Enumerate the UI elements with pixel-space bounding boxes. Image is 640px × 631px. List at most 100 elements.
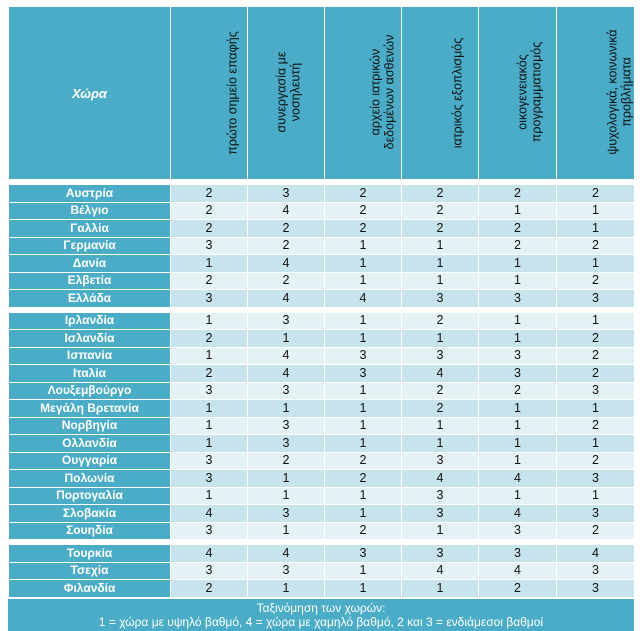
score-cell: 3 bbox=[324, 544, 402, 563]
score-cell: 1 bbox=[324, 329, 402, 348]
score-cell: 3 bbox=[478, 364, 557, 383]
score-cell: 1 bbox=[478, 451, 557, 470]
score-cell: 4 bbox=[247, 346, 325, 365]
criterion-label-line: δεδομένων ασθενών bbox=[382, 34, 397, 150]
country-cell: Ουγγαρία bbox=[8, 451, 171, 470]
country-cell: Λουξεμβούργο bbox=[8, 381, 171, 400]
score-cell: 3 bbox=[247, 311, 325, 330]
score-cell: 2 bbox=[324, 201, 402, 220]
row-gap bbox=[8, 307, 635, 312]
criterion-label: οικογενειακός προγραμματισμός bbox=[515, 42, 543, 143]
table-row: Πολωνία 3 1 2 4 4 3 bbox=[8, 469, 635, 488]
score-cell: 4 bbox=[478, 561, 557, 580]
table-row: Ολλανδία 1 3 1 1 1 1 bbox=[8, 434, 635, 453]
score-cell: 1 bbox=[324, 486, 402, 505]
score-cell: 3 bbox=[247, 561, 325, 580]
score-cell: 2 bbox=[556, 271, 635, 290]
score-cell: 2 bbox=[556, 521, 635, 540]
score-cell: 1 bbox=[401, 416, 479, 435]
criterion-header: πρώτο σημείο επαφής bbox=[170, 6, 248, 180]
score-cell: 1 bbox=[247, 469, 325, 488]
score-cell: 1 bbox=[401, 579, 479, 598]
score-cell: 2 bbox=[401, 381, 479, 400]
score-cell: 3 bbox=[170, 561, 248, 580]
criterion-label-line: αρχείο ιατρικών bbox=[368, 48, 383, 136]
country-cell: Τουρκία bbox=[8, 544, 171, 563]
table-row: Φιλανδία 2 1 1 1 2 3 bbox=[8, 579, 635, 598]
country-cell: Σλοβακία bbox=[8, 504, 171, 523]
score-cell: 2 bbox=[324, 469, 402, 488]
country-cell: Ελβετία bbox=[8, 271, 171, 290]
score-cell: 4 bbox=[170, 544, 248, 563]
score-cell: 2 bbox=[401, 184, 479, 203]
score-cell: 1 bbox=[324, 434, 402, 453]
country-cell: Ισλανδία bbox=[8, 329, 171, 348]
table-row: Τουρκία 4 4 3 3 3 4 bbox=[8, 544, 635, 563]
table-row: Δανία 1 4 1 1 1 1 bbox=[8, 254, 635, 273]
row-gap bbox=[8, 179, 635, 185]
legend-title: Ταξινόμηση των χωρών: bbox=[256, 600, 386, 615]
score-cell: 3 bbox=[401, 451, 479, 470]
score-cell: 2 bbox=[324, 521, 402, 540]
score-cell: 3 bbox=[324, 364, 402, 383]
country-cell: Φιλανδία bbox=[8, 579, 171, 598]
score-cell: 3 bbox=[170, 469, 248, 488]
score-cell: 2 bbox=[478, 236, 557, 255]
country-cell: Ιταλία bbox=[8, 364, 171, 383]
score-cell: 1 bbox=[247, 399, 325, 418]
criterion-label: πρώτο σημείο επαφής bbox=[226, 31, 240, 154]
score-cell: 3 bbox=[170, 451, 248, 470]
table-row: Μεγάλη Βρετανία 1 1 1 2 1 1 bbox=[8, 399, 635, 418]
score-cell: 3 bbox=[170, 289, 248, 308]
table-row: Ιταλία 2 4 3 4 3 2 bbox=[8, 364, 635, 383]
score-cell: 4 bbox=[170, 504, 248, 523]
score-cell: 1 bbox=[478, 311, 557, 330]
country-cell: Γερμανία bbox=[8, 236, 171, 255]
score-cell: 3 bbox=[556, 469, 635, 488]
criterion-label: αρχείο ιατρικών δεδομένων ασθενών bbox=[368, 35, 396, 150]
country-cell: Πορτογαλία bbox=[8, 486, 171, 505]
score-cell: 4 bbox=[247, 544, 325, 563]
country-cell: Ελλάδα bbox=[8, 289, 171, 308]
score-cell: 1 bbox=[401, 521, 479, 540]
criterion-label: ψυχολογικά, κοινωνικά προβλήματα bbox=[606, 29, 634, 154]
table-row: Σουηδία 3 1 2 1 3 2 bbox=[8, 521, 635, 540]
criterion-header: ψυχολογικά, κοινωνικά προβλήματα bbox=[556, 6, 635, 180]
row-gap bbox=[8, 539, 635, 545]
score-cell: 1 bbox=[324, 311, 402, 330]
score-cell: 2 bbox=[478, 579, 557, 598]
score-cell: 2 bbox=[478, 184, 557, 203]
score-cell: 2 bbox=[170, 364, 248, 383]
criterion-header: αρχείο ιατρικών δεδομένων ασθενών bbox=[324, 6, 402, 180]
criterion-label-line: προβλήματα bbox=[619, 57, 634, 127]
country-cell: Νορβηγία bbox=[8, 416, 171, 435]
score-cell: 4 bbox=[247, 254, 325, 273]
score-cell: 1 bbox=[324, 236, 402, 255]
score-cell: 3 bbox=[478, 521, 557, 540]
criterion-header: ιατρικός εξοπλισμός bbox=[401, 6, 479, 180]
score-cell: 1 bbox=[324, 561, 402, 580]
score-cell: 1 bbox=[324, 416, 402, 435]
criterion-label: συνεργασία με νοσηλευτή bbox=[274, 52, 302, 133]
score-cell: 1 bbox=[556, 311, 635, 330]
country-cell: Ισπανία bbox=[8, 346, 171, 365]
country-cell: Αυστρία bbox=[8, 184, 171, 203]
criterion-header: συνεργασία με νοσηλευτή bbox=[247, 6, 325, 180]
score-cell: 1 bbox=[556, 486, 635, 505]
score-cell: 3 bbox=[556, 381, 635, 400]
score-cell: 3 bbox=[324, 346, 402, 365]
table-row: Νορβηγία 1 3 1 1 1 2 bbox=[8, 416, 635, 435]
table-row: Ελβετία 2 2 1 1 1 2 bbox=[8, 271, 635, 290]
score-cell: 2 bbox=[170, 201, 248, 220]
table-row: Ελλάδα 3 4 4 3 3 3 bbox=[8, 289, 635, 308]
score-cell: 3 bbox=[170, 381, 248, 400]
criterion-label-line: οικογενειακός bbox=[515, 54, 530, 130]
score-cell: 4 bbox=[478, 504, 557, 523]
score-cell: 2 bbox=[247, 451, 325, 470]
score-cell: 1 bbox=[478, 254, 557, 273]
score-cell: 2 bbox=[556, 346, 635, 365]
country-cell: Ιρλανδία bbox=[8, 311, 171, 330]
score-cell: 1 bbox=[324, 381, 402, 400]
legend-text: 1 = χώρα με υψηλό βαθμό, 4 = χώρα με χαμ… bbox=[98, 614, 544, 629]
score-cell: 3 bbox=[401, 346, 479, 365]
